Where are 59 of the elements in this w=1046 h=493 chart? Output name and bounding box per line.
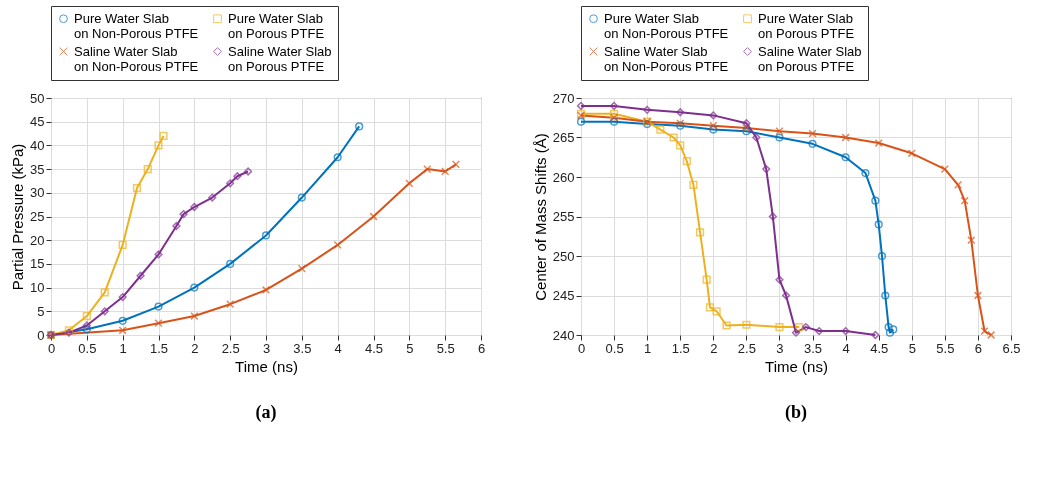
y-tick-label: 20 <box>30 232 45 248</box>
x-tick-label: 4.5 <box>870 340 889 356</box>
y-tick-label: 270 <box>552 90 575 106</box>
y-tick-label: 50 <box>30 90 45 106</box>
x-tick-label: 6 <box>477 340 486 356</box>
x-tick-label: 1.5 <box>149 340 169 356</box>
y-tick-label: 40 <box>30 137 45 153</box>
x-tick-label: 2.5 <box>221 340 240 356</box>
x-tick-label: 3.5 <box>804 340 823 356</box>
legend-label: Pure Water Slab on Porous PTFE <box>228 10 325 41</box>
x-tick-label: 5.5 <box>436 340 455 356</box>
x-tick-label: 1 <box>644 340 652 356</box>
legend-label: Saline Water Slab on Porous PTFE <box>228 43 332 74</box>
legend-label: Saline Water Slab on Non-Porous PTFE <box>74 43 199 74</box>
text: (b) <box>785 402 807 423</box>
x-tick-label: 3.5 <box>293 340 312 356</box>
x-tick-label: 4 <box>842 340 850 356</box>
x-tick-label: 3 <box>776 340 784 356</box>
y-tick-label: 15 <box>30 256 45 272</box>
y-tick-label: 10 <box>30 280 45 296</box>
legend-label: Saline Water Slab on Non-Porous PTFE <box>604 43 729 74</box>
y-tick-label: 30 <box>30 185 45 201</box>
y-tick-label: 255 <box>552 209 575 224</box>
y-tick-label: 260 <box>552 169 575 185</box>
y-tick-label: 0 <box>37 327 45 343</box>
text: (a) <box>255 402 277 423</box>
x-tick-label: 3 <box>262 340 271 356</box>
y-tick-label: 35 <box>30 161 45 177</box>
legend-label: Pure Water Slab on Porous PTFE <box>758 10 855 41</box>
x-tick-label: 6 <box>974 340 983 356</box>
legend-label: Saline Water Slab on Porous PTFE <box>758 43 862 74</box>
y-tick-label: 265 <box>552 130 575 145</box>
x-tick-label: 0.5 <box>78 340 97 356</box>
x-tick-label: 5 <box>406 340 414 356</box>
x-tick-label: 0 <box>577 340 586 356</box>
x-tick-label: 2 <box>710 340 718 356</box>
y-tick-label: 245 <box>552 288 575 303</box>
x-tick-label: 4 <box>334 340 342 356</box>
x-tick-label: 2.5 <box>737 340 756 356</box>
y-tick-label: 240 <box>552 327 575 343</box>
y-axis-title: Center of Mass Shifts (Å) <box>531 133 549 301</box>
y-axis-title: Partial Pressure (kPa) <box>9 143 27 291</box>
legend-label: Pure Water Slab on Non-Porous PTFE <box>74 10 199 41</box>
x-tick-label: 5.5 <box>936 340 955 356</box>
x-tick-label: 5 <box>908 340 916 356</box>
legend-label: Pure Water Slab on Non-Porous PTFE <box>604 10 729 41</box>
x-axis-title: Time (ns) <box>765 357 828 375</box>
x-tick-label: 0 <box>47 340 56 356</box>
y-tick-label: 25 <box>30 209 45 224</box>
x-tick-label: 4.5 <box>364 340 384 356</box>
x-tick-label: 1.5 <box>671 340 690 356</box>
x-axis-title: Time (ns) <box>235 357 298 375</box>
x-tick-label: 1 <box>119 340 127 356</box>
x-tick-label: 6.5 <box>1002 340 1021 356</box>
x-tick-label: 2 <box>191 340 199 356</box>
x-tick-label: 0.5 <box>605 340 624 356</box>
y-tick-label: 250 <box>552 248 575 264</box>
y-tick-label: 45 <box>30 114 45 130</box>
y-tick-label: 5 <box>37 303 45 319</box>
